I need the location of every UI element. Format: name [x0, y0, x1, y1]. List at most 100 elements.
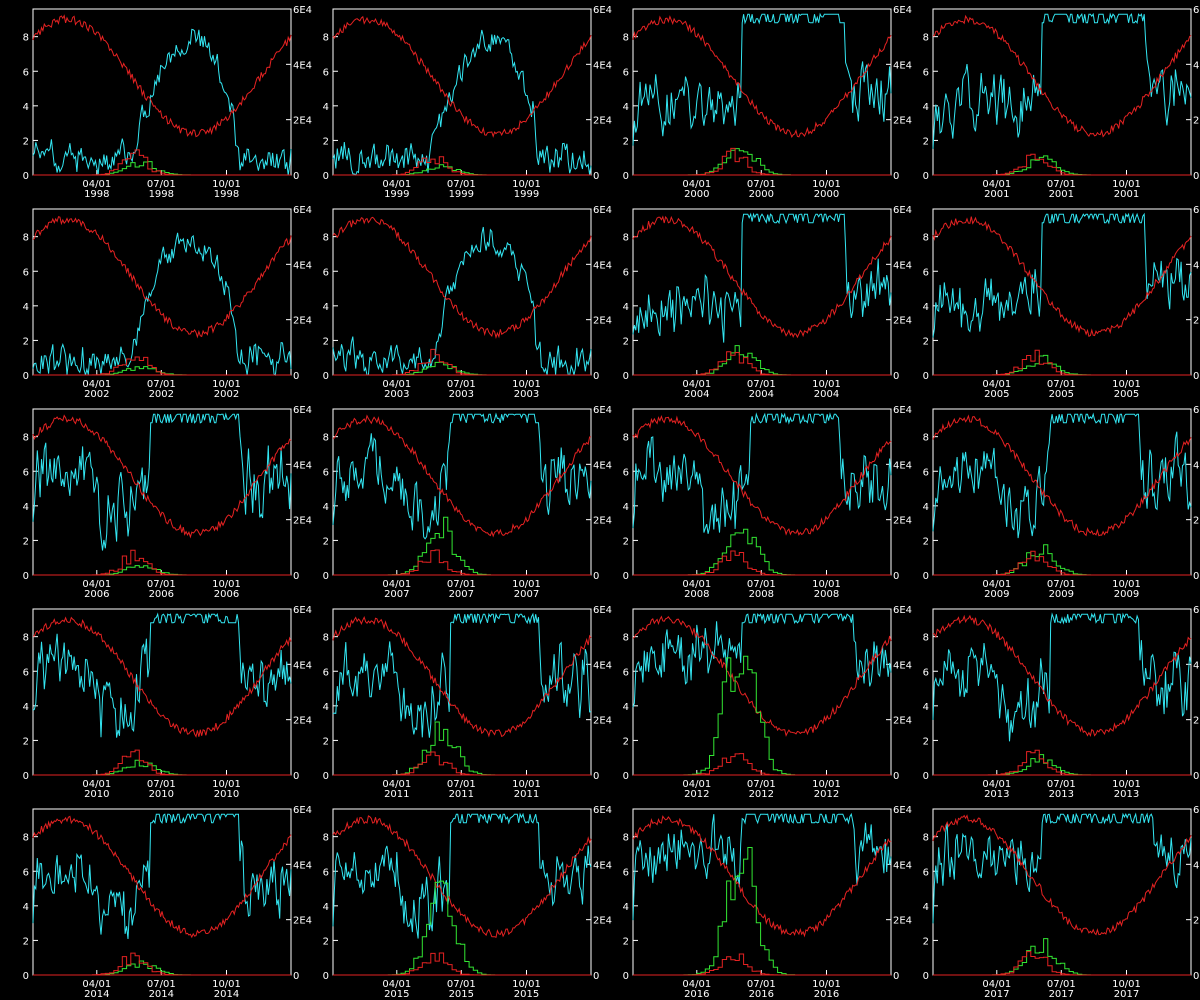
right-tick-label: 6E4: [893, 5, 912, 16]
left-tick-label: 2: [23, 536, 29, 547]
plot-frame: [932, 808, 1192, 976]
series-line-red: [33, 616, 292, 738]
right-tick-label: 4E4: [293, 60, 312, 71]
left-tick-label: 0: [323, 971, 329, 982]
x-tick-year: 2004: [684, 389, 709, 400]
left-tick-label: 6: [323, 267, 329, 278]
left-tick-label: 0: [923, 971, 929, 982]
right-tick-label: 4E4: [1193, 460, 1200, 471]
right-tick-label: 6E4: [593, 5, 612, 16]
x-tick-label: 10/01: [1112, 579, 1141, 590]
x-tick-label: 07/01: [747, 779, 776, 790]
x-tick-label: 04/01: [682, 379, 711, 390]
left-tick-label: 2: [923, 736, 929, 747]
right-tick-label: 0: [293, 371, 299, 382]
right-tick-label: 0: [293, 771, 299, 782]
left-tick-label: 6: [623, 867, 629, 878]
year-panel-2014: 0246802E44E46E404/01201407/01201410/0120…: [23, 805, 312, 1000]
series-line-red: [632, 215, 892, 339]
series-line-red: [32, 14, 292, 138]
left-tick-label: 2: [923, 136, 929, 147]
x-tick-label: 04/01: [382, 379, 411, 390]
x-tick-year: 2000: [814, 189, 839, 200]
year-panel-2015: 0246802E44E46E404/01201507/01201510/0120…: [323, 805, 612, 1000]
left-tick-label: 4: [323, 702, 329, 713]
right-tick-label: 2E4: [293, 116, 312, 127]
right-tick-label: 4E4: [1193, 260, 1200, 271]
left-tick-label: 4: [923, 102, 929, 113]
x-tick-label: 07/01: [147, 179, 176, 190]
x-tick-year: 2010: [214, 789, 239, 800]
right-tick-label: 2E4: [593, 516, 612, 527]
left-tick-label: 0: [323, 171, 329, 182]
left-tick-label: 0: [923, 571, 929, 582]
x-tick-label: 07/01: [147, 579, 176, 590]
left-tick-label: 8: [23, 833, 29, 844]
left-tick-label: 6: [23, 667, 29, 678]
right-tick-label: 6E4: [293, 605, 312, 616]
x-tick-label: 04/01: [382, 779, 411, 790]
series-line-red: [932, 814, 1192, 936]
x-tick-year: 2001: [1049, 189, 1074, 200]
left-tick-label: 8: [623, 833, 629, 844]
left-tick-label: 2: [23, 136, 29, 147]
year-panel-2016: 0246802E44E46E404/01201607/01201610/0120…: [623, 805, 912, 1000]
x-tick-label: 04/01: [682, 579, 711, 590]
right-tick-label: 2E4: [1193, 716, 1200, 727]
x-tick-year: 2011: [384, 789, 409, 800]
x-tick-label: 10/01: [812, 779, 841, 790]
x-tick-year: 2000: [684, 189, 709, 200]
left-tick-label: 0: [923, 371, 929, 382]
x-tick-label: 10/01: [512, 979, 541, 990]
x-tick-label: 07/01: [1047, 379, 1076, 390]
plot-frame: [632, 608, 892, 776]
right-tick-label: 0: [893, 171, 899, 182]
left-tick-label: 4: [923, 502, 929, 513]
x-tick-label: 10/01: [512, 179, 541, 190]
x-tick-label: 04/01: [982, 379, 1011, 390]
series-line-red: [32, 216, 292, 339]
x-tick-label: 07/01: [747, 379, 776, 390]
left-tick-label: 0: [323, 771, 329, 782]
series-line-cyan: [932, 412, 1192, 539]
left-tick-label: 8: [23, 633, 29, 644]
right-tick-label: 0: [593, 771, 599, 782]
left-tick-label: 6: [23, 867, 29, 878]
series-line-cyan: [632, 212, 892, 343]
x-tick-label: 04/01: [982, 779, 1011, 790]
right-tick-label: 0: [293, 971, 299, 982]
left-tick-label: 6: [323, 667, 329, 678]
left-tick-label: 2: [23, 936, 29, 947]
right-tick-label: 0: [593, 571, 599, 582]
x-tick-year: 2009: [984, 589, 1009, 600]
left-tick-label: 2: [923, 936, 929, 947]
left-tick-label: 8: [323, 433, 329, 444]
right-tick-label: 2E4: [293, 316, 312, 327]
left-tick-label: 8: [323, 633, 329, 644]
x-tick-year: 2006: [84, 589, 109, 600]
left-tick-label: 0: [623, 771, 629, 782]
right-tick-label: 0: [893, 371, 899, 382]
right-tick-label: 6E4: [1193, 5, 1200, 16]
series-line-cyan: [932, 612, 1192, 742]
x-tick-year: 2006: [149, 589, 174, 600]
left-tick-label: 0: [23, 771, 29, 782]
series-line-cyan: [32, 813, 292, 940]
right-tick-label: 6E4: [893, 805, 912, 816]
x-tick-year: 2007: [514, 589, 539, 600]
right-tick-label: 2E4: [893, 516, 912, 527]
right-tick-label: 6E4: [593, 405, 612, 416]
left-tick-label: 2: [923, 536, 929, 547]
plot-frame: [932, 608, 1192, 776]
x-tick-year: 2012: [749, 789, 774, 800]
x-tick-year: 2009: [1114, 589, 1139, 600]
series-step-green: [375, 880, 546, 976]
right-tick-label: 6E4: [293, 5, 312, 16]
left-tick-label: 2: [323, 736, 329, 747]
x-tick-label: 07/01: [447, 379, 476, 390]
right-tick-label: 0: [1193, 971, 1199, 982]
right-tick-label: 0: [893, 771, 899, 782]
x-tick-year: 2002: [84, 389, 109, 400]
right-tick-label: 6E4: [1193, 805, 1200, 816]
left-tick-label: 8: [23, 33, 29, 44]
